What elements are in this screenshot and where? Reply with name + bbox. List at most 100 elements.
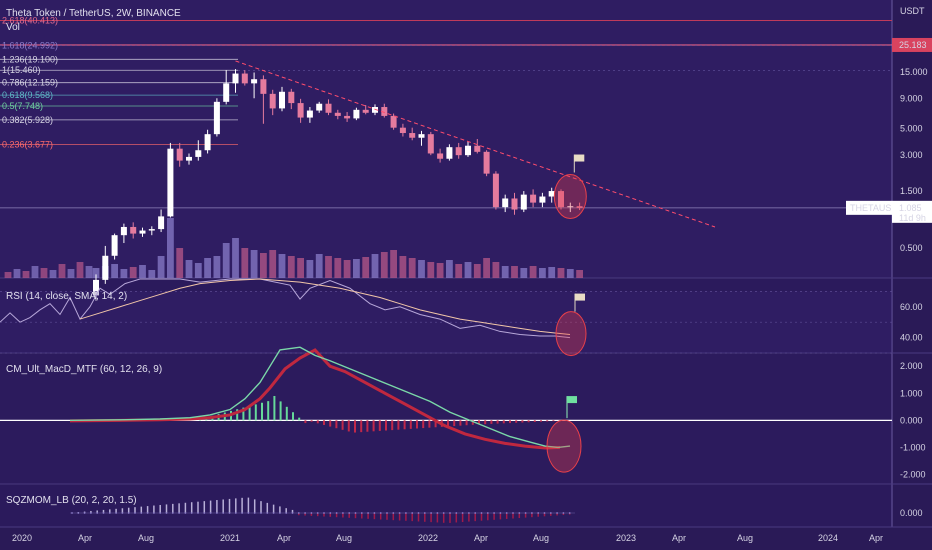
time-axis-label: 2023 (616, 533, 636, 543)
candle-body (297, 103, 304, 118)
countdown-label: 11d 9h (899, 213, 926, 223)
macd-label: CM_Ult_MacD_MTF (60, 12, 26, 9) (6, 364, 162, 375)
volume-bar (111, 264, 118, 278)
sqz-dot (272, 512, 275, 514)
volume-bar (250, 250, 258, 278)
volume-bar (22, 271, 30, 278)
price-pane-bg (0, 0, 892, 278)
volume-bar (148, 270, 156, 278)
sqz-dot (127, 512, 130, 514)
volume-bar (241, 248, 249, 278)
sqz-dot (386, 512, 388, 514)
candle-body (93, 279, 99, 296)
candle-body (511, 198, 518, 210)
sqz-dot (316, 512, 319, 514)
sqz-dot (260, 512, 262, 514)
volume-bar (446, 260, 453, 278)
fib-level-label: 0.618(9.568) (2, 90, 53, 100)
volume-bar (371, 254, 379, 278)
volume-bar (4, 272, 12, 278)
fib-level-label: 1(15.460) (2, 65, 41, 75)
volume-bar (176, 248, 184, 278)
candle-body (102, 255, 109, 280)
volume-bar (185, 260, 193, 278)
volume-bar (557, 268, 565, 278)
sqz-dot (392, 512, 395, 514)
sqz-dot (556, 512, 558, 514)
volume-bar (213, 256, 221, 278)
volume-bar (58, 264, 66, 278)
sqz-dot (329, 512, 332, 514)
volume-bar (222, 243, 230, 278)
price-tick-label: 15.000 (900, 67, 928, 77)
sqz-dot (153, 512, 155, 514)
sqz-dot (335, 512, 338, 514)
candle-body (567, 206, 574, 208)
volume-bar (473, 264, 481, 278)
sqz-dot (543, 512, 546, 514)
fib-level-label: 0.5(7.748) (2, 101, 43, 111)
volume-bar (380, 252, 388, 278)
volume-bar (520, 268, 528, 278)
volume-bar (40, 268, 48, 278)
sqz-dot (518, 512, 521, 514)
candle-body (409, 133, 416, 138)
price-tick-label: 9.000 (900, 93, 923, 103)
sqz-dot (455, 512, 458, 514)
candle-body (195, 150, 202, 157)
volume-bar (31, 266, 39, 278)
rsi-tick-label: 60.00 (900, 302, 923, 312)
sqz-dot (190, 512, 193, 514)
candle-body (334, 112, 341, 116)
candle-body (530, 194, 537, 203)
candle-body (474, 145, 481, 152)
volume-bar (548, 267, 556, 278)
sqz-label: SQZMOM_LB (20, 2, 20, 1.5) (6, 495, 137, 506)
candle-body (213, 101, 220, 135)
rsi-circle (555, 311, 587, 357)
candle-body (176, 148, 183, 161)
candle-body (167, 148, 174, 217)
time-axis-label: Apr (78, 533, 92, 543)
candle-body (130, 226, 137, 234)
sqz-dot (77, 512, 80, 514)
candle-body (455, 147, 462, 156)
candle-body (139, 230, 146, 234)
fib-level-label: 0.786(12.159) (2, 78, 58, 88)
candle-body (251, 79, 258, 84)
volume-bar (492, 262, 500, 278)
sqz-dot (562, 512, 565, 514)
sqz-dot (398, 512, 401, 514)
volume-bar (325, 256, 332, 278)
volume-bar (483, 258, 490, 278)
candle-body (427, 134, 434, 154)
fib-level-label: 0.382(5.928) (2, 115, 53, 125)
sqz-dot (373, 512, 376, 514)
fib-level-label: 1.236(19.100) (2, 54, 58, 64)
sqz-dot (241, 512, 244, 514)
last-price-value: 1.085 (899, 203, 922, 213)
sqz-dot (83, 512, 86, 514)
time-axis-label: Apr (277, 533, 291, 543)
sqz-dot (499, 512, 502, 514)
sqz-dot (480, 512, 483, 514)
sqz-dot (115, 512, 117, 514)
candle-body (120, 226, 127, 236)
descending-trendline (235, 60, 716, 228)
rsi-flag-icon (575, 293, 585, 301)
sqz-dot (297, 512, 300, 514)
candle-body (241, 73, 248, 84)
macd-tick-label: 1.000 (900, 388, 923, 398)
flag-icon (574, 154, 585, 162)
volume-bar (455, 264, 463, 278)
sqz-dot (468, 512, 470, 514)
sqz-dot (90, 512, 92, 514)
sqz-dot (291, 512, 294, 514)
sqz-dot (442, 512, 445, 514)
candle-body (502, 198, 509, 208)
macd-signal-line (69, 348, 561, 450)
sqz-dot (430, 512, 432, 514)
candle-body (353, 109, 360, 119)
time-axis-label: Aug (336, 533, 352, 543)
